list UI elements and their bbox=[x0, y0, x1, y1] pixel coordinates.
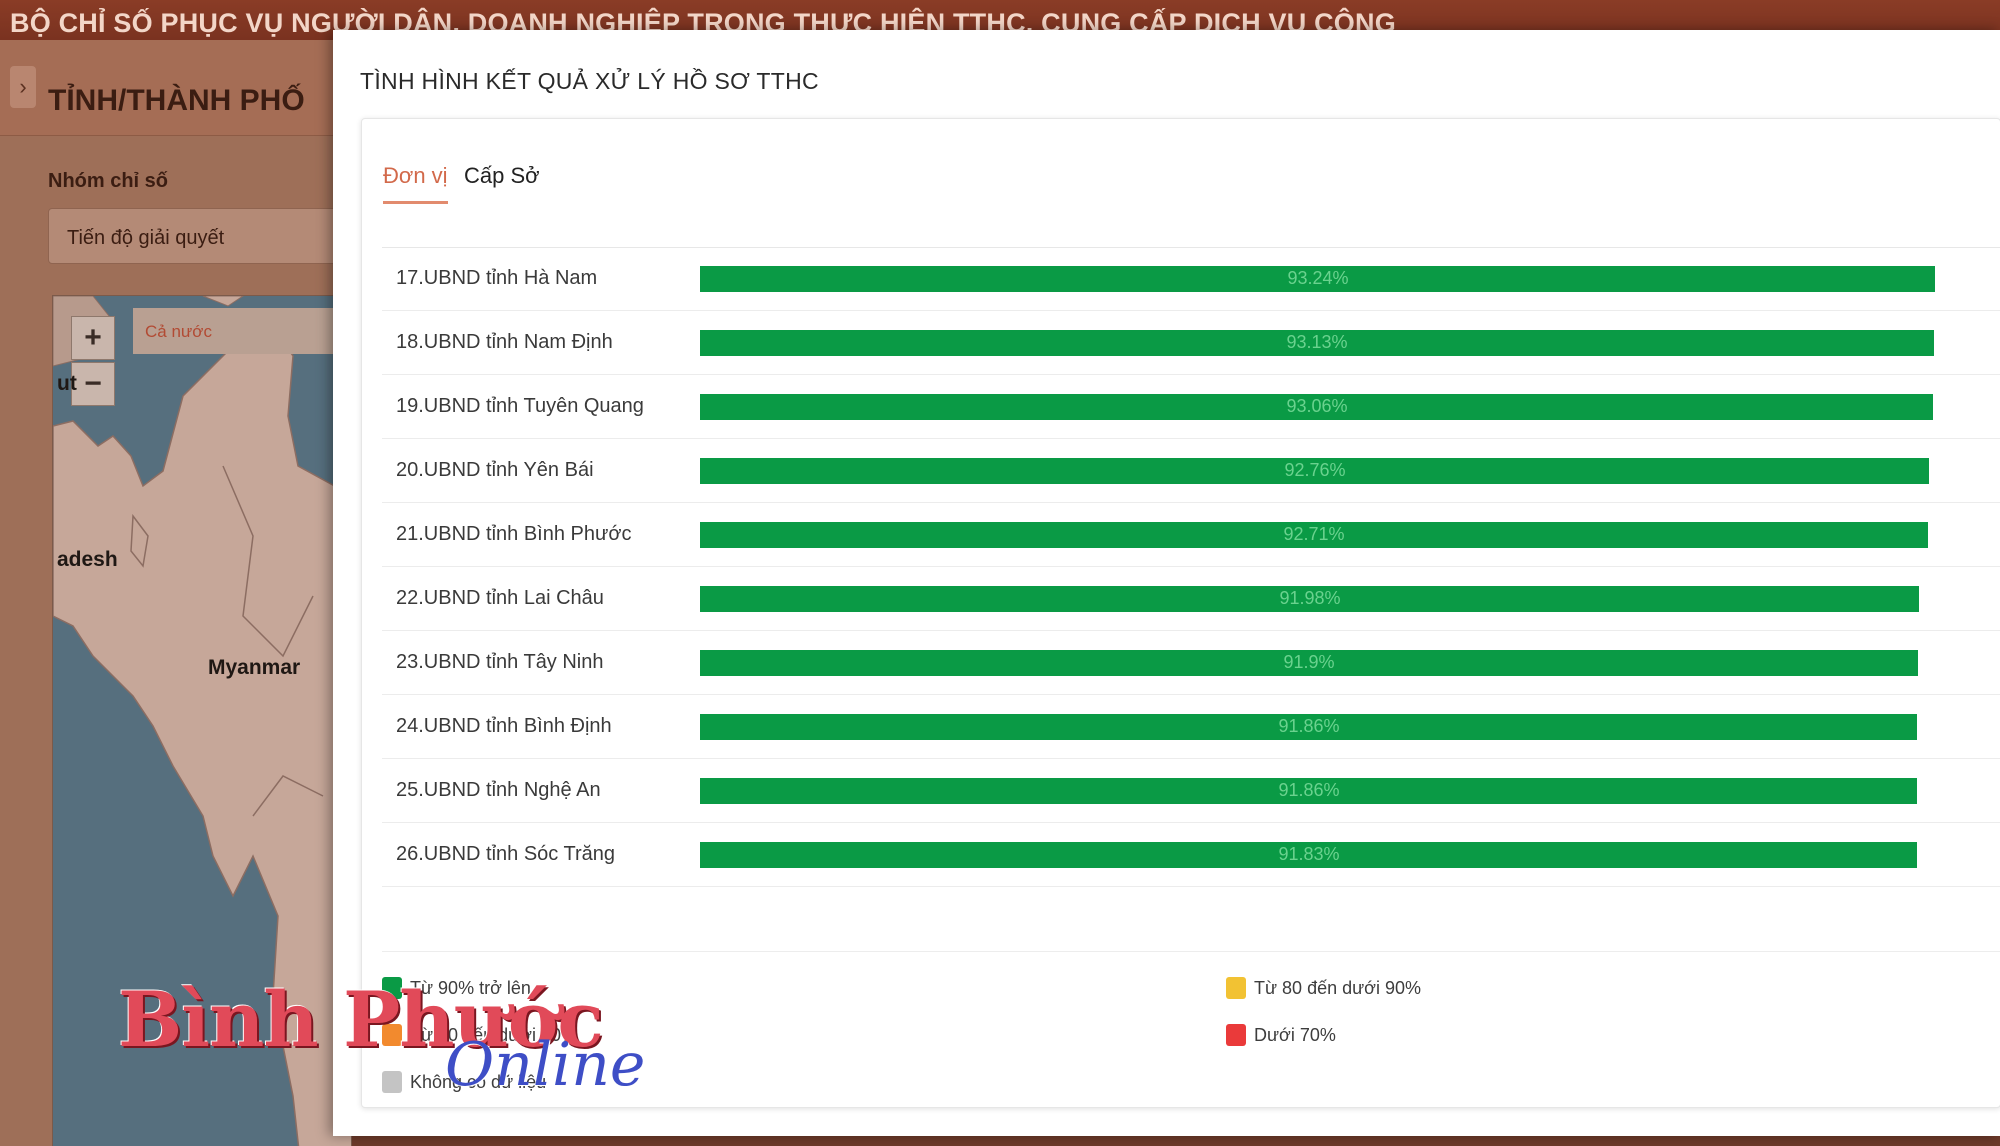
results-modal: TÌNH HÌNH KẾT QUẢ XỬ LÝ HỒ SƠ TTHC Đơn v… bbox=[333, 30, 2000, 1136]
legend-swatch-orange bbox=[382, 1024, 402, 1047]
table-row: 25.UBND tỉnh Nghệ An 91.86% bbox=[382, 759, 2000, 823]
tab-don-vi[interactable]: Đơn vị bbox=[383, 163, 448, 204]
progress-track: 91.9% bbox=[700, 650, 2000, 676]
progress-value: 93.24% bbox=[1287, 268, 1349, 288]
map-label-region: adesh bbox=[57, 548, 118, 571]
table-row: 19.UBND tỉnh Tuyên Quang 93.06% bbox=[382, 375, 2000, 439]
progress-bar bbox=[700, 266, 1935, 292]
table-row: 24.UBND tỉnh Bình Định 91.86% bbox=[382, 695, 2000, 759]
land-shape bbox=[53, 325, 351, 1146]
row-label: 18.UBND tỉnh Nam Định bbox=[396, 331, 613, 353]
row-label: 21.UBND tỉnh Bình Phước bbox=[396, 523, 632, 545]
watermark-logo: Bình Phước bbox=[118, 975, 604, 1064]
progress-bar bbox=[700, 522, 1928, 548]
progress-value: 92.71% bbox=[1283, 524, 1345, 544]
progress-value: 91.98% bbox=[1279, 588, 1341, 608]
row-label: 24.UBND tỉnh Bình Định bbox=[396, 715, 612, 737]
legend-item: Từ 80 đến dưới 90% bbox=[1226, 977, 1421, 1000]
progress-track: 93.13% bbox=[700, 330, 2000, 356]
progress-track: 93.24% bbox=[700, 266, 2000, 292]
row-label: 19.UBND tỉnh Tuyên Quang bbox=[396, 395, 644, 417]
row-label: 23.UBND tỉnh Tây Ninh bbox=[396, 651, 604, 673]
progress-bar bbox=[700, 458, 1929, 484]
sidebar: › TỈNH/THÀNH PHỐ Nhóm chỉ số Tiến độ giả… bbox=[0, 40, 352, 1146]
row-label: 17.UBND tỉnh Hà Nam bbox=[396, 267, 598, 289]
map-label-edge: ut bbox=[57, 372, 77, 395]
modal-title: TÌNH HÌNH KẾT QUẢ XỬ LÝ HỒ SƠ TTHC bbox=[360, 68, 819, 94]
results-card: Đơn vị Cấp Sở 17.UBND tỉnh Hà Nam 93.24% 1… bbox=[361, 118, 2000, 1108]
border-line bbox=[130, 513, 149, 568]
table-row: 17.UBND tỉnh Hà Nam 93.24% bbox=[382, 247, 2000, 311]
legend-divider bbox=[382, 951, 2000, 952]
progress-bar bbox=[700, 650, 1918, 676]
table-row: 26.UBND tỉnh Sóc Trăng 91.83% bbox=[382, 823, 2000, 887]
progress-bar bbox=[700, 714, 1917, 740]
legend-swatch-gray bbox=[382, 1071, 402, 1094]
progress-value: 91.83% bbox=[1278, 844, 1340, 864]
table-row: 18.UBND tỉnh Nam Định 93.13% bbox=[382, 311, 2000, 375]
progress-bar bbox=[700, 778, 1917, 804]
border-line bbox=[252, 775, 324, 817]
progress-bar bbox=[700, 330, 1934, 356]
results-list: 17.UBND tỉnh Hà Nam 93.24% 18.UBND tỉnh Na… bbox=[382, 247, 2000, 887]
map-land-shapes bbox=[53, 296, 351, 1146]
row-label: 22.UBND tỉnh Lai Châu bbox=[396, 587, 604, 609]
zoom-out-button[interactable]: − bbox=[71, 362, 115, 406]
map-scope-label: Cả nước bbox=[133, 308, 351, 354]
land-shape-north bbox=[202, 296, 244, 307]
tab-cap-so[interactable]: Cấp Sở bbox=[464, 163, 540, 188]
legend-item: Dưới 70% bbox=[1226, 1024, 1336, 1047]
table-row: 21.UBND tỉnh Bình Phước 92.71% bbox=[382, 503, 2000, 567]
progress-value: 93.06% bbox=[1286, 396, 1348, 416]
progress-bar bbox=[700, 394, 1933, 420]
legend-item: Từ 90% trở lên bbox=[382, 977, 531, 1000]
progress-track: 92.71% bbox=[700, 522, 2000, 548]
watermark-logo-sub: Online bbox=[445, 1030, 646, 1100]
sidebar-title: TỈNH/THÀNH PHỐ bbox=[48, 84, 305, 117]
legend-label: Dưới 70% bbox=[1254, 1024, 1336, 1045]
legend-label: Không có dữ liệu bbox=[410, 1071, 547, 1092]
legend-label: Từ 80 đến dưới 90% bbox=[1254, 977, 1421, 998]
progress-value: 93.13% bbox=[1286, 332, 1348, 352]
legend-label: Từ 90% trở lên bbox=[410, 977, 531, 998]
table-row: 20.UBND tỉnh Yên Bái 92.76% bbox=[382, 439, 2000, 503]
row-label: 20.UBND tỉnh Yên Bái bbox=[396, 459, 594, 481]
border-line bbox=[222, 465, 314, 658]
progress-value: 91.86% bbox=[1278, 780, 1340, 800]
zoom-in-button[interactable]: + bbox=[71, 316, 115, 360]
sidebar-header: › TỈNH/THÀNH PHỐ bbox=[0, 40, 335, 136]
map[interactable]: + − Cả nước ut adesh Myanmar bbox=[52, 295, 352, 1146]
legend-item: Từ 70 đến dưới 80% bbox=[382, 1024, 577, 1047]
progress-value: 92.76% bbox=[1284, 460, 1346, 480]
progress-value: 91.86% bbox=[1278, 716, 1340, 736]
progress-track: 91.86% bbox=[700, 714, 2000, 740]
progress-bar bbox=[700, 586, 1919, 612]
row-label: 26.UBND tỉnh Sóc Trăng bbox=[396, 843, 615, 865]
progress-track: 92.76% bbox=[700, 458, 2000, 484]
group-label: Nhóm chỉ số bbox=[48, 170, 169, 192]
row-label: 25.UBND tỉnh Nghệ An bbox=[396, 779, 601, 801]
progress-value: 91.9% bbox=[1283, 652, 1335, 672]
progress-track: 91.86% bbox=[700, 778, 2000, 804]
tabs-divider bbox=[382, 247, 2000, 248]
table-row: 22.UBND tỉnh Lai Châu 91.98% bbox=[382, 567, 2000, 631]
progress-track: 91.83% bbox=[700, 842, 2000, 868]
progress-track: 91.98% bbox=[700, 586, 2000, 612]
legend-swatch-yellow bbox=[1226, 977, 1246, 1000]
map-label-country: Myanmar bbox=[208, 656, 301, 679]
progress-bar bbox=[700, 842, 1917, 868]
legend-item: Không có dữ liệu bbox=[382, 1071, 547, 1094]
progress-track: 93.06% bbox=[700, 394, 2000, 420]
legend-swatch-green bbox=[382, 977, 402, 1000]
chevron-right-icon[interactable]: › bbox=[10, 66, 36, 108]
legend-label: Từ 70 đến dưới 80% bbox=[410, 1024, 577, 1045]
table-row: 23.UBND tỉnh Tây Ninh 91.9% bbox=[382, 631, 2000, 695]
group-select[interactable]: Tiến độ giải quyết bbox=[48, 208, 348, 264]
legend-swatch-red bbox=[1226, 1024, 1246, 1047]
